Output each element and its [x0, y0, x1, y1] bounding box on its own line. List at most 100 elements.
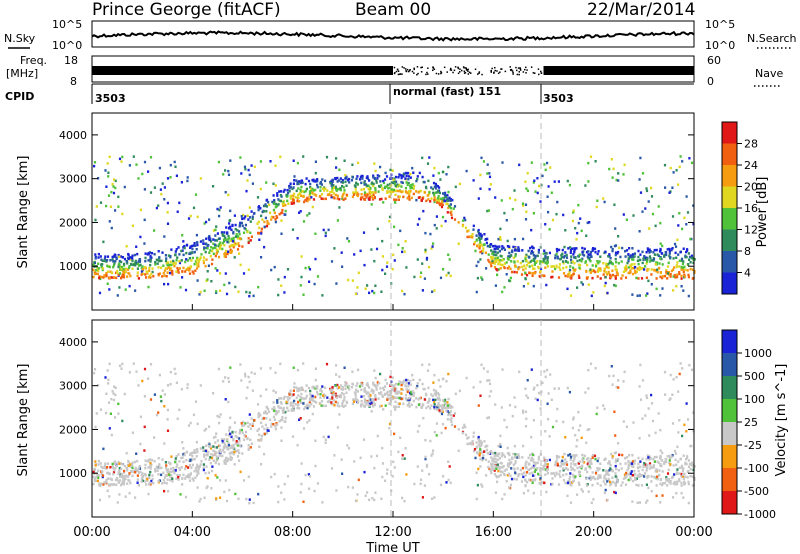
- power-cell: [175, 270, 178, 273]
- power-cell: [617, 250, 620, 254]
- power-cell: [505, 219, 508, 222]
- power-cell: [358, 178, 362, 181]
- velocity-cell: [228, 452, 231, 455]
- velocity-cell: [114, 461, 117, 464]
- power-cell: [532, 254, 535, 257]
- power-cell: [668, 247, 671, 251]
- power-cell: [286, 268, 290, 271]
- velocity-cell: [140, 480, 143, 483]
- velocity-cell: [229, 433, 232, 437]
- power-cell: [123, 270, 127, 274]
- velocity-cell: [250, 371, 253, 374]
- power-cell: [501, 290, 504, 294]
- power-cell: [199, 177, 202, 180]
- velocity-cell: [363, 398, 366, 401]
- velocity-cell: [285, 400, 288, 404]
- power-cell: [405, 181, 408, 184]
- velocity-cell: [479, 457, 482, 461]
- power-cell: [422, 209, 425, 213]
- power-cell: [638, 230, 641, 233]
- power-cell: [478, 247, 481, 250]
- velocity-cell: [548, 458, 551, 462]
- power-cell: [573, 261, 576, 265]
- velocity-cell: [158, 373, 161, 377]
- velocity-cell: [219, 453, 222, 457]
- power-cell: [283, 275, 286, 279]
- velocity-cell: [188, 464, 191, 467]
- velocity-cell: [299, 491, 302, 494]
- velocity-cell: [570, 468, 573, 471]
- power-cell: [645, 189, 649, 193]
- power-cell: [169, 163, 172, 167]
- power-cell: [212, 252, 215, 256]
- power-cell: [648, 248, 651, 251]
- power-cell: [301, 181, 304, 184]
- velocity-cell: [208, 425, 211, 428]
- velocity-cell: [221, 448, 225, 452]
- velocity-cell: [389, 375, 392, 379]
- power-cell: [287, 202, 290, 205]
- velocity-cell: [268, 410, 271, 414]
- velocity-cell: [448, 403, 451, 407]
- power-cell: [508, 279, 511, 282]
- velocity-cell: [290, 409, 293, 412]
- velocity-cell: [154, 470, 157, 473]
- power-cell: [214, 228, 217, 232]
- power-cell: [501, 259, 504, 262]
- power-cell: [435, 227, 438, 230]
- velocity-cell: [659, 501, 662, 504]
- velocity-cell: [508, 486, 511, 489]
- power-cell: [480, 235, 483, 239]
- velocity-cell: [170, 455, 173, 458]
- power-cell: [629, 265, 633, 268]
- power-cell: [203, 222, 206, 225]
- power-cell: [385, 175, 389, 178]
- velocity-cell: [458, 389, 461, 393]
- power-cell: [327, 193, 330, 196]
- velocity-cell: [308, 397, 311, 400]
- velocity-cell: [400, 387, 403, 391]
- velocity-cell: [310, 403, 313, 406]
- velocity-cell: [641, 379, 645, 382]
- velocity-cell: [218, 421, 221, 425]
- power-cell: [244, 228, 247, 231]
- velocity-cell: [214, 450, 217, 454]
- power-cell: [613, 283, 616, 287]
- power-cell: [494, 250, 497, 254]
- power-cell: [134, 289, 137, 292]
- velocity-cell: [182, 473, 185, 477]
- power-cell: [684, 254, 687, 258]
- velocity-cell: [624, 457, 627, 460]
- velocity-cell: [671, 422, 675, 425]
- velocity-colorbar-label: -100: [744, 462, 769, 475]
- power-cell: [599, 277, 602, 280]
- power-cell: [134, 262, 137, 265]
- power-cell: [170, 267, 173, 270]
- power-cell: [250, 235, 253, 238]
- velocity-cell: [187, 473, 190, 477]
- velocity-cell: [159, 395, 162, 398]
- velocity-cell: [249, 438, 252, 441]
- velocity-cell: [488, 451, 491, 455]
- velocity-cell: [628, 454, 631, 457]
- velocity-cell: [526, 379, 529, 382]
- velocity-cell: [211, 465, 214, 468]
- velocity-cell: [648, 455, 651, 458]
- freq-point: [408, 70, 410, 73]
- power-colorbar-label: Power [dB]: [755, 177, 770, 248]
- velocity-cell: [169, 467, 172, 471]
- velocity-cell: [337, 394, 340, 398]
- power-cell: [300, 179, 304, 182]
- power-cell: [596, 199, 599, 202]
- velocity-cell: [282, 408, 285, 411]
- power-cell: [121, 273, 124, 277]
- power-cell: [627, 259, 630, 263]
- power-cell: [128, 265, 131, 268]
- power-cell: [648, 260, 652, 263]
- power-cell: [130, 256, 133, 260]
- velocity-cell: [514, 405, 517, 409]
- velocity-cell: [627, 466, 630, 470]
- power-cell: [539, 200, 542, 203]
- velocity-cell: [374, 376, 377, 380]
- power-cell: [430, 247, 433, 250]
